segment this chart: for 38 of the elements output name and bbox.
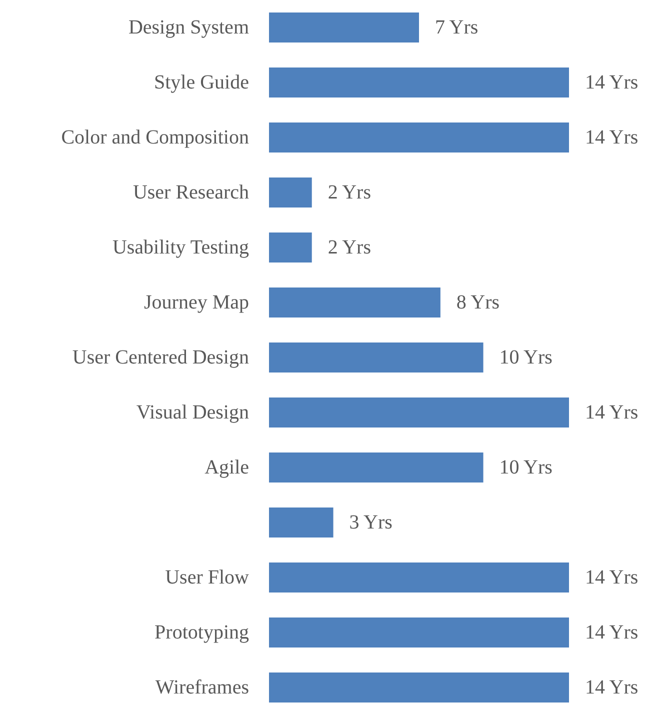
y-tick-label: Design System [128,16,250,38]
bar [269,562,569,592]
data-label: 10 Yrs [499,456,553,478]
bar [269,12,419,42]
data-label: 2 Yrs [328,182,372,204]
data-label: 14 Yrs [585,72,638,94]
data-label: 14 Yrs [585,126,638,148]
bar [269,178,312,208]
y-tick-label: Wireframes [155,676,250,698]
y-tick-label: Style Guide [154,72,250,94]
y-tick-label: Journey Map [144,292,249,314]
bar [269,672,569,702]
data-label: 2 Yrs [328,236,372,258]
y-tick-label: Agile [204,456,250,478]
bar [269,288,440,318]
data-label: 14 Yrs [585,402,638,424]
data-label: 10 Yrs [499,346,553,368]
y-tick-label: User Flow [165,566,250,588]
bar [269,508,334,538]
bar [269,122,569,152]
y-tick-label: Color and Composition [61,126,249,148]
bar [269,398,569,428]
data-label: 14 Yrs [585,622,638,644]
bar [269,452,484,482]
y-tick-label: Prototyping [154,622,249,644]
data-label: 3 Yrs [349,512,393,534]
data-label: 14 Yrs [585,566,638,588]
data-label: 14 Yrs [585,676,638,698]
y-tick-label: Usability Testing [112,236,249,258]
y-tick-label: User Centered Design [72,346,249,368]
bar [269,232,312,262]
bar [269,342,484,372]
bar [269,618,569,648]
bar [269,68,569,98]
y-tick-label: User Research [132,182,249,204]
data-label: 7 Yrs [435,16,478,38]
y-tick-label: Visual Design [136,402,249,424]
data-label: 8 Yrs [456,292,500,314]
